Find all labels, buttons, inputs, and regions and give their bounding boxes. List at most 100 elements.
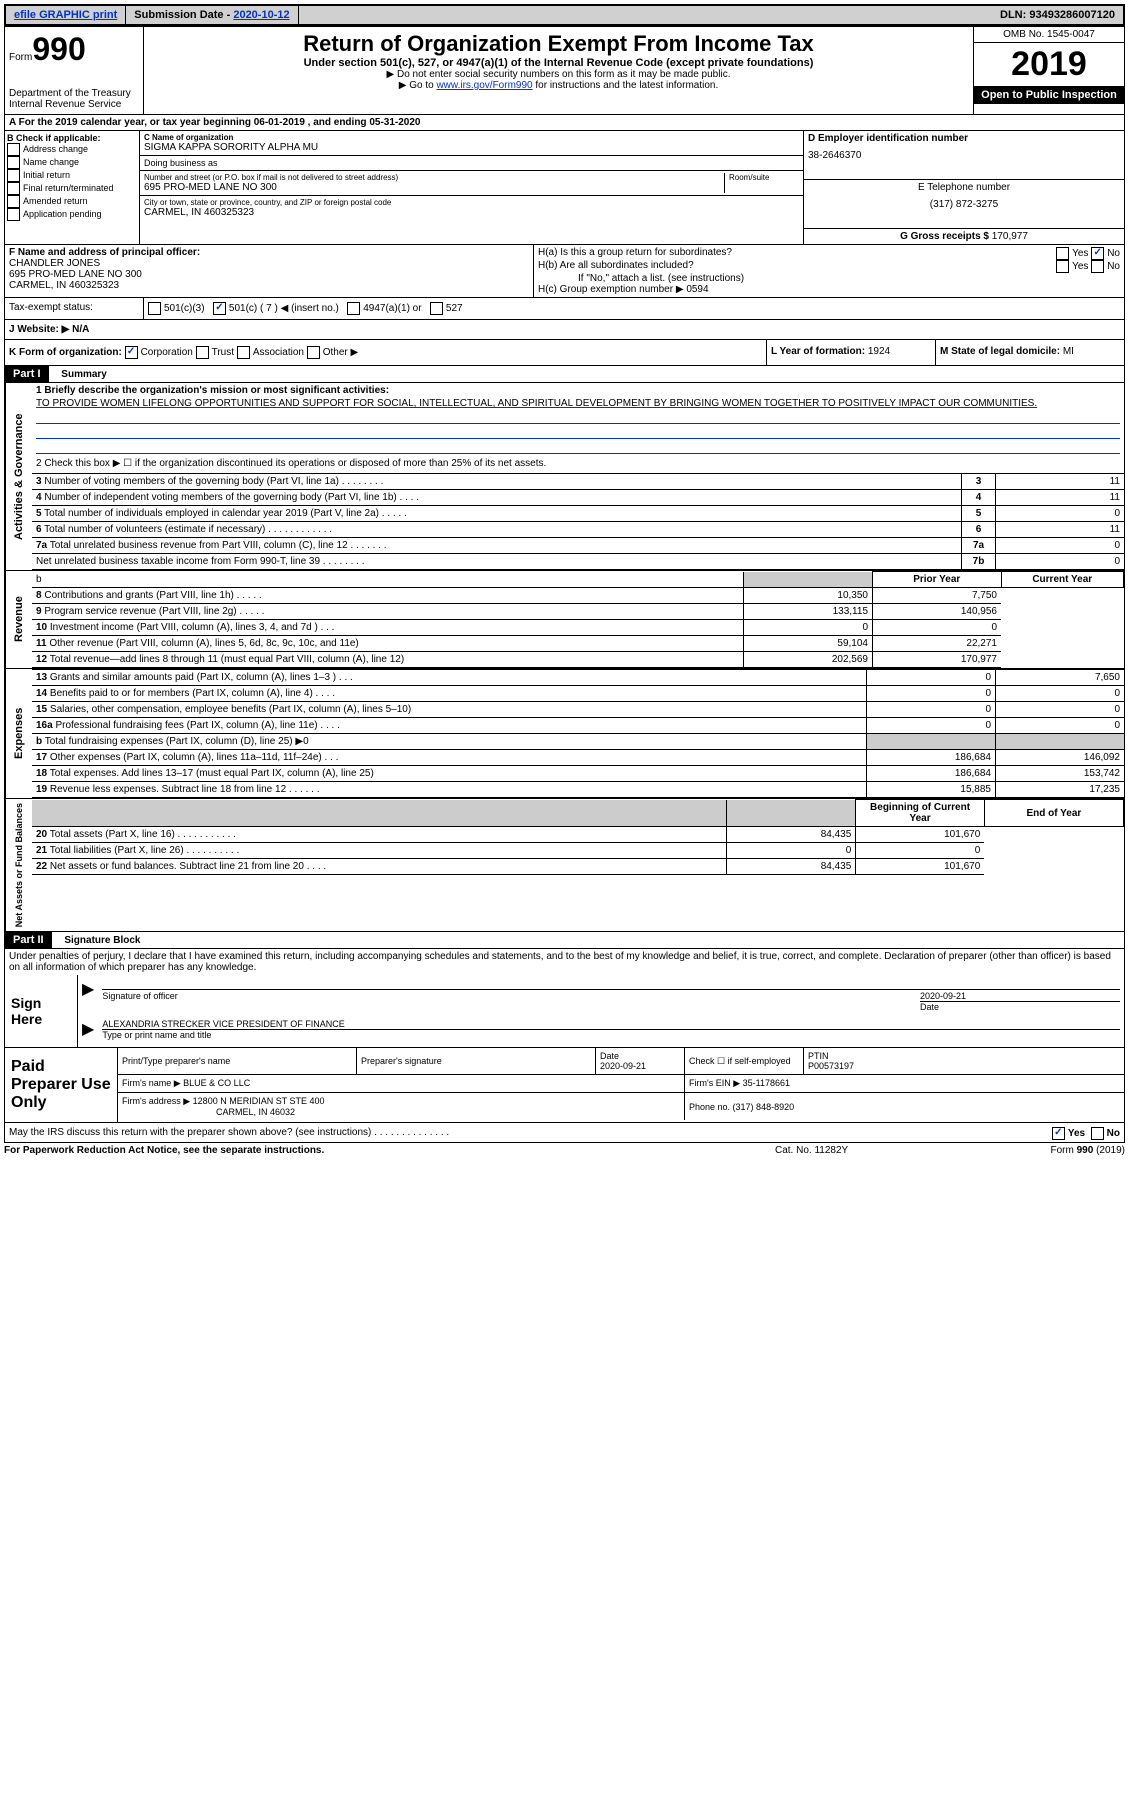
preparer-label: Paid Preparer Use Only <box>5 1048 118 1122</box>
cat-number: Cat. No. 11282Y <box>775 1145 975 1156</box>
officer-typed-name: ALEXANDRIA STRECKER VICE PRESIDENT OF FI… <box>102 1019 1120 1030</box>
prep-sig-label: Preparer's signature <box>357 1048 596 1075</box>
phone-value: (317) 872-3275 <box>808 193 1120 210</box>
boxb-checkbox[interactable] <box>7 208 20 221</box>
officer-name: CHANDLER JONES <box>9 258 100 269</box>
k-other-checkbox[interactable] <box>307 346 320 359</box>
gross-value: 170,977 <box>992 231 1028 242</box>
form-footer: Form 990 (2019) <box>975 1145 1125 1156</box>
table-row: 13 Grants and similar amounts paid (Part… <box>32 670 867 686</box>
sig-arrow-icon-2: ▶ <box>82 1019 102 1040</box>
city-label: City or town, state or province, country… <box>144 198 799 207</box>
may-irs-row: May the IRS discuss this return with the… <box>4 1123 1125 1143</box>
boxb-checkbox[interactable] <box>7 143 20 156</box>
table-row: 11 Other revenue (Part VIII, column (A),… <box>32 636 744 652</box>
website-row: J Website: ▶ N/A <box>4 320 1125 340</box>
k-assoc-checkbox[interactable] <box>237 346 250 359</box>
org-name: SIGMA KAPPA SORORITY ALPHA MU <box>144 142 799 153</box>
table-row: 21 Total liabilities (Part X, line 26) .… <box>32 843 727 859</box>
table-row: 7a Total unrelated business revenue from… <box>32 538 962 554</box>
form-title: Return of Organization Exempt From Incom… <box>148 31 969 57</box>
open-public-badge: Open to Public Inspection <box>974 86 1124 104</box>
part2-header: Part II <box>5 932 52 948</box>
dept-treasury: Department of the Treasury Internal Reve… <box>9 88 139 110</box>
year-formation: 1924 <box>868 346 890 357</box>
form-header: Form990 Department of the Treasury Inter… <box>4 26 1125 115</box>
boxb-checkbox[interactable] <box>7 169 20 182</box>
table-row: 10 Investment income (Part VIII, column … <box>32 620 744 636</box>
box-b-label: B Check if applicable: <box>7 133 101 143</box>
officer-addr: 695 PRO-MED LANE NO 300 CARMEL, IN 46032… <box>9 269 142 291</box>
table-row: 5 Total number of individuals employed i… <box>32 506 962 522</box>
sign-date-label: Date <box>920 1002 1120 1012</box>
table-row: 9 Program service revenue (Part VIII, li… <box>32 604 744 620</box>
table-row: 6 Total number of volunteers (estimate i… <box>32 522 962 538</box>
firm-ein: 35-1178661 <box>743 1078 790 1088</box>
501c-checkbox[interactable] <box>213 302 226 315</box>
efile-label[interactable]: efile GRAPHIC print <box>6 6 126 24</box>
ha-no-checkbox[interactable] <box>1091 247 1104 260</box>
irs-link[interactable]: www.irs.gov/Form990 <box>436 80 532 91</box>
table-row: 8 Contributions and grants (Part VIII, l… <box>32 588 744 604</box>
irs-yes-checkbox[interactable] <box>1052 1127 1065 1140</box>
hb-yes-checkbox[interactable] <box>1056 260 1069 273</box>
tax-year: 2019 <box>974 43 1124 86</box>
prep-check-label: Check ☐ if self-employed <box>685 1048 804 1075</box>
irs-no-checkbox[interactable] <box>1091 1127 1104 1140</box>
omb-number: OMB No. 1545-0047 <box>974 27 1124 43</box>
part1-header: Part I <box>5 366 49 382</box>
boxb-checkbox[interactable] <box>7 156 20 169</box>
gross-label: G Gross receipts $ <box>900 231 992 242</box>
ha-yes-checkbox[interactable] <box>1056 247 1069 260</box>
firm-name: BLUE & CO LLC <box>183 1078 250 1088</box>
hb-no-checkbox[interactable] <box>1091 260 1104 273</box>
sign-here-label: Sign Here <box>5 975 78 1047</box>
sig-arrow-icon: ▶ <box>82 979 102 1013</box>
k-trust-checkbox[interactable] <box>196 346 209 359</box>
table-row: 19 Revenue less expenses. Subtract line … <box>32 782 867 798</box>
col-boy: Beginning of Current Year <box>856 800 985 827</box>
ha-text: H(a) Is this a group return for subordin… <box>538 247 1056 260</box>
side-governance: Activities & Governance <box>5 383 32 570</box>
527-checkbox[interactable] <box>430 302 443 315</box>
firm-addr-label: Firm's address ▶ <box>122 1096 190 1106</box>
boxb-option: Amended return <box>7 195 137 208</box>
side-netassets: Net Assets or Fund Balances <box>5 799 32 931</box>
k-corp-checkbox[interactable] <box>125 346 138 359</box>
q1-label: 1 Briefly describe the organization's mi… <box>36 385 389 396</box>
hb-text: H(b) Are all subordinates included? <box>538 260 1056 273</box>
paperwork-notice: For Paperwork Reduction Act Notice, see … <box>4 1145 775 1156</box>
boxb-option: Application pending <box>7 208 137 221</box>
mission-text: TO PROVIDE WOMEN LIFELONG OPPORTUNITIES … <box>32 398 1124 409</box>
hc-text: H(c) Group exemption number ▶ <box>538 284 684 295</box>
year-formation-label: L Year of formation: <box>771 346 868 357</box>
officer-label: F Name and address of principal officer: <box>9 247 200 258</box>
q2-text: 2 Check this box ▶ ☐ if the organization… <box>32 454 1124 473</box>
table-row: b Total fundraising expenses (Part IX, c… <box>32 734 867 750</box>
c-name-label: C Name of organization <box>144 133 233 142</box>
form-number: 990 <box>32 31 85 67</box>
ptin-label: PTIN <box>808 1051 829 1061</box>
side-revenue: Revenue <box>5 571 32 668</box>
table-row: 17 Other expenses (Part IX, column (A), … <box>32 750 867 766</box>
col-eoy: End of Year <box>984 800 1123 827</box>
sig-officer-label: Signature of officer <box>102 991 920 1012</box>
hb-note: If "No," attach a list. (see instruction… <box>538 273 1120 284</box>
ptin-value: P00573197 <box>808 1061 854 1071</box>
col-prior: Prior Year <box>873 572 1002 588</box>
table-row: 20 Total assets (Part X, line 16) . . . … <box>32 827 727 843</box>
table-row: 22 Net assets or fund balances. Subtract… <box>32 859 727 875</box>
boxb-checkbox[interactable] <box>7 195 20 208</box>
prep-date: 2020-09-21 <box>600 1061 646 1071</box>
table-row: 14 Benefits paid to or for members (Part… <box>32 686 867 702</box>
tax-exempt-label: Tax-exempt status: <box>5 298 144 319</box>
part1-title: Summary <box>51 369 107 380</box>
4947-checkbox[interactable] <box>347 302 360 315</box>
boxb-checkbox[interactable] <box>7 182 20 195</box>
firm-addr: 12800 N MERIDIAN ST STE 400 <box>193 1096 325 1106</box>
501c3-checkbox[interactable] <box>148 302 161 315</box>
name-title-label: Type or print name and title <box>102 1030 1120 1040</box>
phone-label: E Telephone number <box>808 182 1120 193</box>
table-row: 15 Salaries, other compensation, employe… <box>32 702 867 718</box>
table-row: 3 Number of voting members of the govern… <box>32 474 962 490</box>
